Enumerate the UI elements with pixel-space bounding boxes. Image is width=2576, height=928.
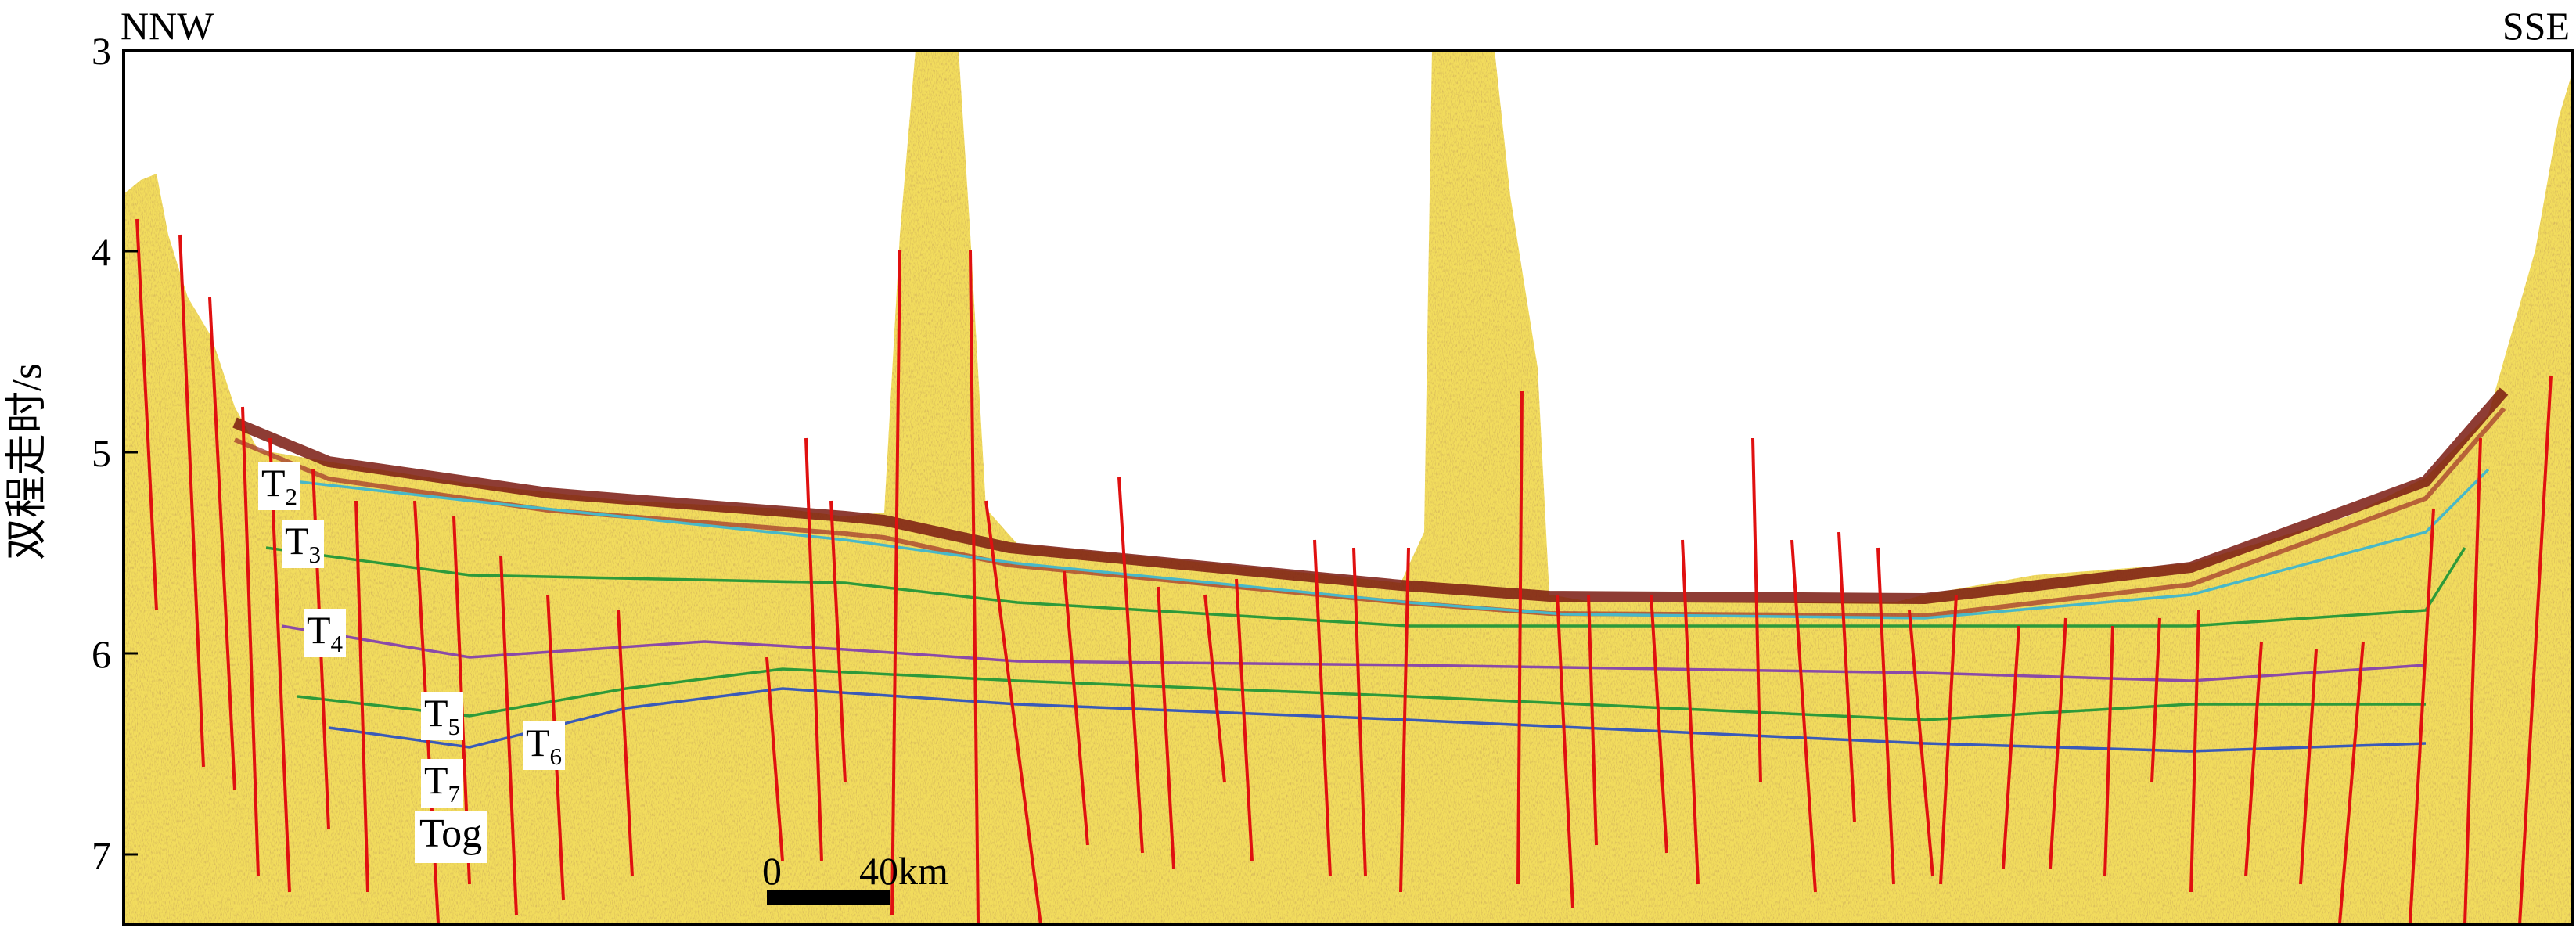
horizon-label-t7: T7 bbox=[421, 759, 464, 808]
fault-line bbox=[1399, 547, 1410, 893]
fault-line bbox=[2103, 625, 2114, 877]
fault-line bbox=[2463, 437, 2482, 925]
fault-line bbox=[2244, 641, 2263, 877]
fault-line bbox=[208, 297, 236, 791]
y-tick-label: 4 bbox=[92, 230, 111, 274]
fault-line bbox=[2150, 617, 2161, 783]
fault-line bbox=[1650, 594, 1668, 854]
horizon-label-t3: T3 bbox=[282, 520, 325, 568]
fault-line bbox=[1235, 578, 1254, 861]
fault-line bbox=[2049, 617, 2067, 869]
scale-bar-end-label: 40km bbox=[859, 849, 948, 893]
fault-line bbox=[2409, 508, 2435, 924]
fault-line bbox=[1790, 539, 1817, 893]
horizon-line-t3 bbox=[265, 546, 2466, 628]
fault-line bbox=[1939, 594, 1958, 885]
fault-line bbox=[354, 500, 369, 893]
fault-line bbox=[2002, 625, 2020, 869]
fault-line bbox=[1837, 531, 1856, 822]
fault-line bbox=[2299, 649, 2318, 885]
scale-bar-start-label: 0 bbox=[762, 849, 782, 893]
fault-line bbox=[1516, 390, 1524, 885]
fault-line bbox=[829, 500, 847, 783]
fault-line bbox=[804, 437, 823, 861]
fault-line bbox=[135, 218, 158, 611]
fault-line bbox=[1157, 586, 1175, 869]
y-tick-label: 3 bbox=[92, 29, 111, 73]
seismic-panel bbox=[124, 50, 2573, 925]
fault-line bbox=[1908, 610, 1934, 877]
scale-bar: 0 40km bbox=[762, 849, 948, 905]
fault-line bbox=[1117, 477, 1144, 854]
horizon-line-t5 bbox=[297, 667, 2426, 721]
y-tick-label: 6 bbox=[92, 632, 111, 676]
horizon-line-t2 bbox=[257, 468, 2490, 620]
seafloor-reflector bbox=[232, 387, 2509, 605]
direction-label-right: SSE bbox=[2502, 4, 2570, 48]
fault-line bbox=[1313, 539, 1332, 877]
fault-line bbox=[765, 656, 784, 861]
fault-line bbox=[1556, 594, 1574, 908]
direction-label-left: NNW bbox=[121, 4, 214, 48]
horizon-label-t4: T4 bbox=[304, 609, 347, 657]
horizon-label-t6: T6 bbox=[523, 721, 566, 770]
fault-line bbox=[2338, 641, 2365, 924]
y-axis-title: 双程走时/s bbox=[3, 363, 50, 560]
y-axis: 3 4 5 6 7 双程走时/s bbox=[3, 29, 138, 877]
horizon-line-t4 bbox=[281, 624, 2427, 682]
fault-line bbox=[1587, 594, 1598, 846]
horizon-label-t5: T5 bbox=[421, 692, 464, 740]
fault-line bbox=[2518, 375, 2553, 925]
fault-line bbox=[1063, 570, 1089, 846]
fault-line bbox=[617, 610, 634, 877]
fault-line bbox=[1876, 547, 1895, 885]
y-tick-label: 7 bbox=[92, 833, 111, 877]
fault-line bbox=[499, 555, 518, 916]
fault-line bbox=[969, 250, 980, 924]
plot-frame bbox=[122, 49, 2574, 926]
fault-line bbox=[1681, 539, 1700, 885]
y-tick-label: 5 bbox=[92, 431, 111, 475]
fault-line bbox=[268, 437, 291, 893]
fault-line bbox=[241, 406, 260, 877]
fault-line bbox=[1751, 437, 1762, 783]
horizon-label-tog: Tog bbox=[415, 811, 487, 863]
fault-line bbox=[178, 234, 205, 768]
horizon-label-t2: T2 bbox=[258, 462, 301, 510]
fault-line bbox=[984, 500, 1042, 925]
seismic-noise-texture bbox=[124, 50, 2573, 925]
fault-line bbox=[890, 250, 901, 916]
fault-line bbox=[2189, 610, 2200, 893]
horizon-line-t6 bbox=[328, 687, 2427, 753]
fault-line bbox=[1352, 547, 1367, 877]
fault-line bbox=[1203, 594, 1226, 783]
